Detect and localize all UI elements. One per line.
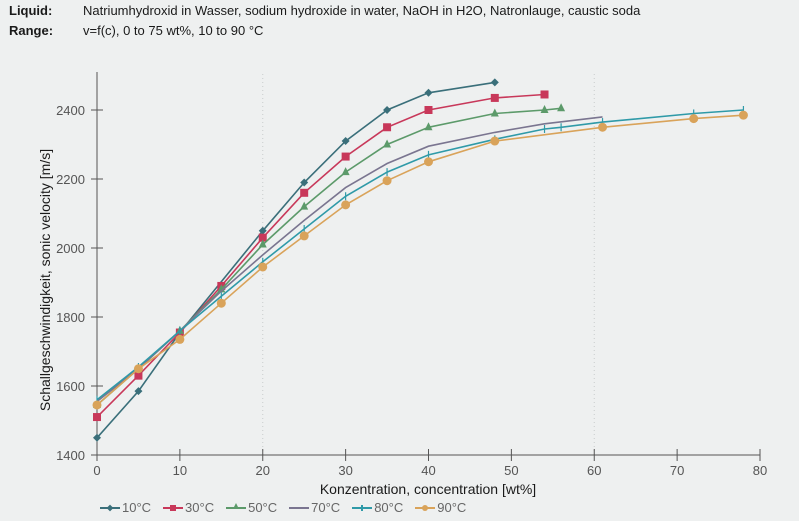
y-tick-label: 2200 [56, 172, 85, 187]
axes: 0 10 20 30 40 50 60 70 80 1400 1600 1800 2000 2200 240… [56, 72, 767, 478]
circle-marker [738, 110, 748, 120]
x-tick-label: 30 [338, 463, 352, 478]
y-tick-label: 2400 [56, 103, 85, 118]
square-marker [383, 123, 392, 132]
triangle-marker [341, 167, 350, 176]
triangle-marker [490, 108, 499, 117]
series-50c [93, 103, 566, 408]
square-marker [424, 106, 433, 114]
series-10c [93, 78, 499, 442]
x-tick-label: 20 [256, 463, 270, 478]
legend-swatch-icon [226, 502, 247, 509]
x-tick-label: 70 [670, 463, 684, 478]
legend-label: 10°C [122, 500, 152, 515]
legend-swatch-icon [100, 504, 120, 511]
y-tick-label: 1400 [56, 448, 85, 463]
diamond-marker [93, 433, 101, 442]
circle-marker [175, 334, 185, 344]
diamond-marker [300, 178, 309, 187]
x-tick-label: 60 [587, 463, 601, 478]
triangle-marker [424, 122, 433, 131]
diamond-marker [424, 88, 433, 97]
square-marker [300, 188, 309, 197]
series-line [96, 81, 495, 439]
legend-label: 50°C [248, 500, 278, 515]
circle-marker [216, 298, 226, 308]
circle-marker [299, 231, 309, 241]
series-70c [96, 116, 603, 403]
series-line [96, 109, 744, 401]
legend-swatch-icon [352, 504, 373, 511]
legend-item: 80°C [352, 500, 403, 515]
x-tick-label: 80 [753, 463, 767, 478]
circle-marker [598, 122, 608, 132]
legend-item: 30°C [163, 500, 214, 515]
circle-marker [133, 364, 143, 374]
triangle-marker [300, 201, 309, 210]
range-value: v=f(c), 0 to 75 wt%, 10 to 90 °C [83, 23, 264, 38]
square-marker [490, 93, 499, 102]
legend-label: 90°C [437, 500, 467, 515]
square-marker [134, 371, 143, 380]
circle-marker [92, 400, 102, 410]
series-line [96, 116, 603, 403]
diamond-marker [258, 226, 267, 235]
diamond-marker [383, 106, 392, 114]
y-axis-label: Schallgeschwindigkeit, sonic velocity [m… [37, 149, 53, 411]
circle-marker [341, 200, 351, 210]
circle-marker [689, 114, 699, 124]
triangle-marker [557, 103, 566, 112]
triangle-marker [540, 105, 549, 113]
x-tick-label: 40 [421, 463, 435, 478]
legend-swatch-icon [289, 506, 310, 509]
y-tick-label: 2000 [56, 241, 85, 256]
square-marker [540, 90, 549, 99]
series-90c [92, 110, 748, 410]
legend-label: 80°C [374, 500, 404, 515]
circle-marker [424, 157, 433, 167]
y-tick-label: 1600 [56, 379, 85, 394]
legend-item: 50°C [226, 500, 277, 515]
circle-marker [490, 136, 500, 146]
x-tick-label: 50 [504, 463, 518, 478]
series-layer [92, 78, 748, 442]
legend-swatch-icon [163, 504, 184, 511]
y-tick-label: 1800 [56, 310, 85, 325]
x-tick-label: 0 [93, 463, 100, 478]
diamond-marker [134, 387, 143, 396]
square-marker [93, 413, 101, 422]
series-80c [96, 106, 745, 404]
legend: 10°C 30°C 50°C 70°C 80°C 90°C [100, 500, 466, 515]
square-marker [341, 152, 350, 161]
circle-marker [382, 176, 392, 186]
legend-label: 70°C [311, 500, 341, 515]
diamond-marker [341, 137, 350, 146]
x-axis-label: Konzentration, concentration [wt%] [320, 481, 536, 497]
legend-item: 90°C [415, 500, 466, 515]
triangle-marker [383, 139, 392, 148]
circle-marker [258, 262, 268, 272]
legend-item: 70°C [289, 500, 340, 515]
legend-swatch-icon [415, 504, 436, 511]
range-label: Range: [9, 23, 54, 38]
x-tick-label: 10 [173, 463, 187, 478]
liquid-label: Liquid: [9, 3, 53, 18]
legend-label: 30°C [185, 500, 215, 515]
liquid-value: Natriumhydroxid in Wasser, sodium hydrox… [83, 3, 641, 18]
square-marker [258, 233, 267, 242]
series-line [96, 107, 562, 406]
triangle-marker [258, 239, 267, 248]
diamond-marker [490, 78, 499, 87]
legend-item: 10°C [100, 500, 151, 515]
series-30c [93, 90, 549, 422]
